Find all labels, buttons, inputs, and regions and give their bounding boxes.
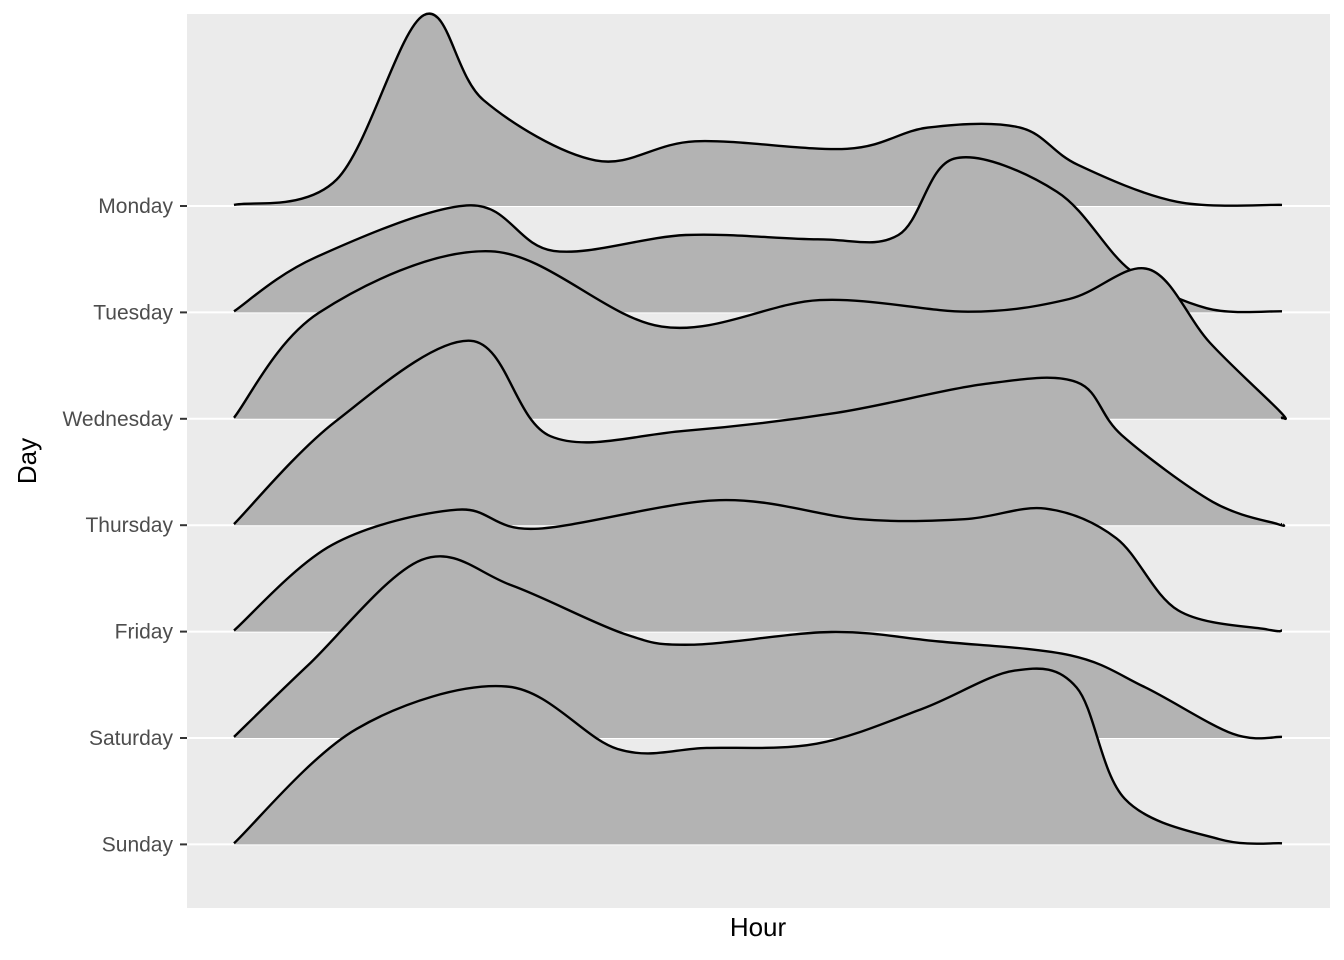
ridge-line-wednesday	[233, 250, 1288, 421]
ridge-line-thursday	[233, 339, 1286, 527]
ridge-area-sunday	[234, 668, 1282, 845]
ridge-line-saturday	[233, 555, 1283, 740]
ridge-area-thursday	[234, 340, 1285, 526]
ridge-sunday	[233, 667, 1283, 845]
ridge-line-sunday	[233, 667, 1283, 845]
y-tick-label-sunday: Sunday	[102, 833, 174, 856]
ridges	[233, 12, 1288, 845]
ridge-thursday	[233, 339, 1286, 527]
y-tick-label-friday: Friday	[115, 621, 174, 644]
ridge-line-monday	[233, 12, 1283, 207]
ridge-monday	[233, 12, 1283, 207]
ridge-line-friday	[233, 498, 1283, 633]
y-tick-label-monday: Monday	[98, 195, 173, 218]
y-tick-label-tuesday: Tuesday	[93, 301, 173, 324]
y-tick-label-saturday: Saturday	[89, 727, 174, 750]
y-tick-label-wednesday: Wednesday	[62, 408, 173, 431]
y-axis-ticks: Monday Tuesday Wednesday Thursday Friday Satu…	[62, 195, 187, 856]
y-axis-title: Day	[12, 438, 42, 484]
y-tick-label-thursday: Thursday	[85, 514, 173, 537]
x-axis-title: Hour	[730, 912, 787, 942]
ridge-area-monday	[234, 13, 1282, 207]
